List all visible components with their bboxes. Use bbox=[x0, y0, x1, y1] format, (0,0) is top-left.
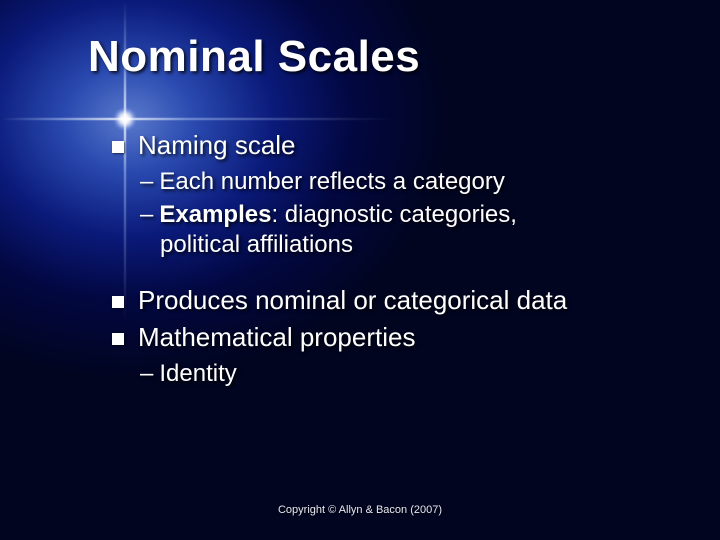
bullet-text: Mathematical properties bbox=[138, 322, 415, 353]
bullet-item: Naming scale bbox=[112, 130, 660, 161]
sub-bullet-item: –Each number reflects a category bbox=[140, 167, 660, 198]
sub-bullet-group: –Identity bbox=[112, 359, 660, 390]
dash-icon: – bbox=[140, 360, 153, 387]
bullet-item: Produces nominal or categorical data bbox=[112, 285, 660, 316]
square-bullet-icon bbox=[112, 333, 124, 345]
sub-bullet-item: –Identity bbox=[140, 359, 660, 390]
copyright-footer: Copyright © Allyn & Bacon (2007) bbox=[0, 504, 720, 516]
bullet-item: Mathematical properties bbox=[112, 322, 660, 353]
square-bullet-icon bbox=[112, 141, 124, 153]
sub-bullet-text: Each number reflects a category bbox=[159, 168, 505, 195]
slide: Nominal Scales Naming scale –Each number… bbox=[0, 0, 720, 540]
slide-title: Nominal Scales bbox=[88, 32, 660, 82]
sub-bullet-continuation: political affiliations bbox=[140, 230, 660, 261]
sub-bullet-bold: Examples bbox=[159, 201, 271, 228]
dash-icon: – bbox=[140, 168, 153, 195]
dash-icon: – bbox=[140, 201, 153, 228]
square-bullet-icon bbox=[112, 296, 124, 308]
bullet-text: Naming scale bbox=[138, 130, 296, 161]
sub-bullet-group: –Each number reflects a category –Exampl… bbox=[112, 167, 660, 261]
bullet-text: Produces nominal or categorical data bbox=[138, 285, 567, 316]
sub-bullet-item: –Examples: diagnostic categories, politi… bbox=[140, 200, 660, 261]
sub-bullet-text: : diagnostic categories, bbox=[271, 201, 516, 228]
slide-body: Naming scale –Each number reflects a cat… bbox=[88, 130, 660, 390]
sub-bullet-text: Identity bbox=[159, 360, 236, 387]
